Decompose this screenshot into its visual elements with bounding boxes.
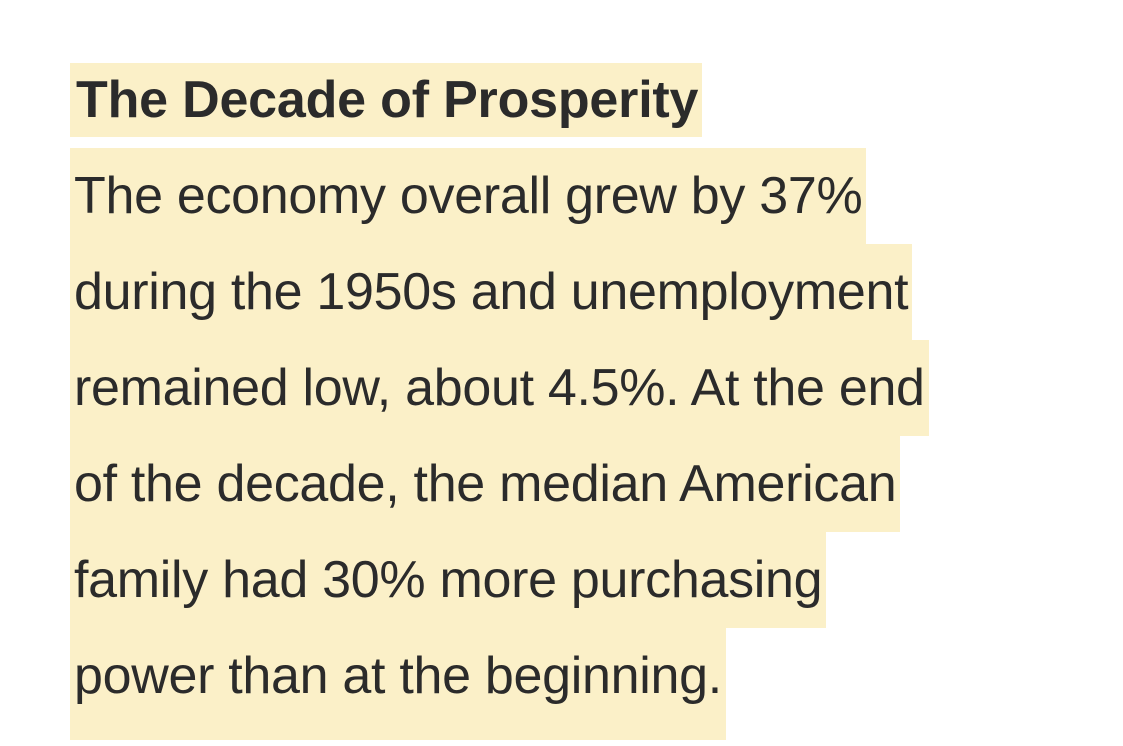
paragraph-line: power than at the beginning. <box>70 628 726 740</box>
paragraph-line: of the decade, the median American <box>70 436 901 532</box>
heading: The Decade of Prosperity <box>70 62 703 137</box>
paragraph-line: remained low, about 4.5%. At the end <box>70 340 929 436</box>
paragraph-line: family had 30% more purchasing <box>70 532 827 628</box>
paragraph-line: during the 1950s and unemployment <box>70 244 913 340</box>
paragraph-line: The economy overall grew by 37% <box>70 148 867 244</box>
